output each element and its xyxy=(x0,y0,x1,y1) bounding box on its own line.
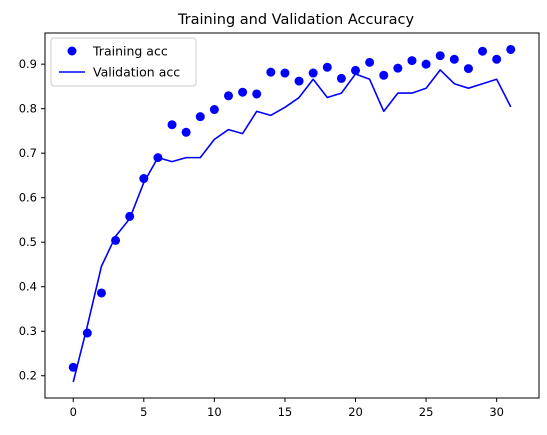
data-point-training-acc-17 xyxy=(308,68,318,78)
data-point-training-acc-30 xyxy=(492,54,502,64)
data-point-training-acc-14 xyxy=(266,67,276,77)
x-tick-label-5: 5 xyxy=(140,405,147,419)
y-tick-label-7: 0.9 xyxy=(19,57,37,71)
y-tick-label-2: 0.4 xyxy=(19,280,37,294)
data-point-training-acc-18 xyxy=(322,62,332,72)
data-point-training-acc-9 xyxy=(195,112,205,122)
x-tick-label-15: 15 xyxy=(278,405,293,419)
data-point-training-acc-31 xyxy=(506,44,516,54)
data-point-training-acc-24 xyxy=(407,56,417,66)
data-point-training-acc-12 xyxy=(238,87,248,97)
data-point-training-acc-15 xyxy=(280,68,290,78)
data-point-training-acc-26 xyxy=(435,51,445,61)
data-point-training-acc-16 xyxy=(294,76,304,86)
data-point-training-acc-20 xyxy=(351,65,361,75)
data-point-training-acc-2 xyxy=(96,288,106,298)
data-point-training-acc-11 xyxy=(223,91,233,101)
y-tick-label-0: 0.2 xyxy=(19,369,37,383)
legend-label-training-acc: Training acc xyxy=(92,44,168,59)
data-point-training-acc-25 xyxy=(421,59,431,69)
plot-marks xyxy=(68,44,516,383)
data-point-training-acc-27 xyxy=(449,54,459,64)
y-tick-label-4: 0.6 xyxy=(19,191,37,205)
data-point-training-acc-19 xyxy=(336,73,346,83)
data-point-training-acc-0 xyxy=(68,362,78,372)
data-point-training-acc-10 xyxy=(209,105,219,115)
data-point-training-acc-8 xyxy=(181,127,191,137)
legend-box xyxy=(50,37,197,87)
y-tick-label-5: 0.7 xyxy=(19,146,37,160)
x-tick-label-0: 0 xyxy=(70,405,77,419)
legend-swatch-training-acc xyxy=(67,46,77,56)
data-point-training-acc-22 xyxy=(379,70,389,80)
x-tick-label-25: 25 xyxy=(419,405,434,419)
data-point-training-acc-28 xyxy=(463,64,473,74)
data-point-training-acc-23 xyxy=(393,63,403,73)
axes: 0 5 10 15 20 25 30 0.2 0.3 0.4 0.5 0.6 0.7 0.8 0.9 xyxy=(19,32,540,419)
legend-label-validation-acc: Validation acc xyxy=(93,65,180,80)
x-tick-label-20: 20 xyxy=(348,405,363,419)
data-point-training-acc-21 xyxy=(365,57,375,67)
x-tick-label-30: 30 xyxy=(489,405,504,419)
plot-frame xyxy=(44,32,540,399)
data-point-training-acc-7 xyxy=(167,120,177,130)
y-tick-label-3: 0.5 xyxy=(19,235,37,249)
data-point-training-acc-13 xyxy=(252,89,262,99)
series-line-validation-acc xyxy=(72,69,512,383)
data-point-training-acc-29 xyxy=(478,46,488,56)
chart-title: Training and Validation Accuracy xyxy=(177,12,415,28)
x-tick-label-10: 10 xyxy=(207,405,222,419)
legend: Training acc Validation acc xyxy=(50,37,197,87)
data-point-training-acc-5 xyxy=(139,174,149,184)
y-tick-label-6: 0.8 xyxy=(19,102,37,116)
y-tick-label-1: 0.3 xyxy=(19,324,37,338)
